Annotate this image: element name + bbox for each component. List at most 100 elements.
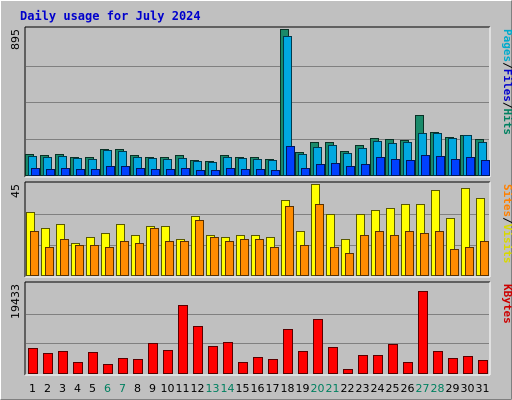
bar-pages-day-10	[166, 169, 175, 176]
bar-sites-day-19	[300, 245, 309, 276]
bar-pages-day-4	[76, 169, 85, 176]
x-tick-label: 19	[296, 382, 310, 395]
bar-sites-day-1	[30, 231, 39, 276]
x-tick-label: 29	[446, 382, 460, 395]
x-tick-label: 25	[386, 382, 400, 395]
bar-pages-day-28	[436, 156, 445, 176]
bar-sites-day-14	[225, 241, 234, 276]
bar-kbytes-day-17	[268, 359, 278, 374]
bar-pages-day-12	[196, 170, 205, 176]
legend-entry: /	[501, 62, 512, 69]
bar-pages-day-11	[181, 168, 190, 176]
x-tick-label: 7	[119, 382, 126, 395]
bar-sites-day-23	[360, 235, 369, 276]
bar-kbytes-day-8	[133, 359, 143, 374]
x-tick-label: 2	[44, 382, 51, 395]
bar-sites-day-18	[285, 206, 294, 276]
legend-entry: KBytes	[501, 284, 512, 324]
bar-sites-day-15	[240, 239, 249, 276]
x-tick-label: 5	[89, 382, 96, 395]
bar-pages-day-2	[46, 169, 55, 176]
x-tick-label: 12	[191, 382, 205, 395]
legend-entry: /	[501, 217, 512, 224]
bar-sites-day-28	[435, 231, 444, 276]
bar-sites-day-30	[465, 247, 474, 276]
x-tick-label: 1	[29, 382, 36, 395]
bar-pages-day-30	[466, 157, 475, 176]
bar-pages-day-6	[106, 166, 115, 176]
bar-kbytes-day-10	[163, 350, 173, 374]
series-kbytes	[28, 291, 488, 374]
bar-kbytes-day-14	[223, 342, 233, 374]
bar-sites-day-2	[45, 247, 54, 276]
legend-entry: Files	[501, 69, 512, 102]
bar-pages-day-24	[376, 157, 385, 176]
bar-kbytes-day-24	[373, 355, 383, 374]
bar-pages-day-22	[346, 166, 355, 176]
x-tick-label: 31	[476, 382, 490, 395]
bar-pages-day-23	[361, 164, 370, 176]
bar-sites-day-21	[330, 247, 339, 276]
bar-kbytes-day-27	[418, 291, 428, 374]
legend-entry: Pages	[501, 29, 512, 62]
bar-kbytes-day-11	[178, 305, 188, 374]
x-tick-label: 6	[104, 382, 111, 395]
series-legend: Sites/Visits	[501, 184, 512, 264]
bar-pages-day-29	[451, 159, 460, 176]
bar-kbytes-day-2	[43, 353, 53, 374]
bar-sites-day-20	[315, 204, 324, 276]
bar-kbytes-day-18	[283, 329, 293, 374]
bar-kbytes-day-12	[193, 326, 203, 374]
x-tick-label: 27	[416, 382, 430, 395]
x-tick-label: 17	[266, 382, 280, 395]
x-tick-label: 11	[176, 382, 190, 395]
x-tick-label: 22	[341, 382, 355, 395]
bar-sites-day-25	[390, 235, 399, 276]
bar-sites-day-5	[90, 245, 99, 276]
bar-sites-day-31	[480, 241, 489, 276]
bar-kbytes-day-4	[73, 362, 83, 374]
x-tick-label: 30	[461, 382, 475, 395]
bar-sites-day-16	[255, 239, 264, 276]
bar-kbytes-day-30	[463, 356, 473, 374]
bar-kbytes-day-26	[403, 362, 413, 374]
bar-sites-day-29	[450, 249, 459, 276]
bar-sites-day-6	[105, 247, 114, 276]
bar-kbytes-day-15	[238, 362, 248, 374]
bar-sites-day-27	[420, 233, 429, 276]
bar-sites-day-17	[270, 247, 279, 276]
bar-pages-day-14	[226, 168, 235, 176]
bar-pages-day-9	[151, 169, 160, 176]
bar-kbytes-day-13	[208, 346, 218, 374]
bar-sites-day-10	[165, 241, 174, 276]
x-tick-label: 10	[161, 382, 175, 395]
ymax-label: 45	[9, 184, 22, 198]
x-tick-label: 18	[281, 382, 295, 395]
x-tick-label: 23	[356, 382, 370, 395]
bar-pages-day-15	[241, 169, 250, 176]
bar-sites-day-8	[135, 243, 144, 276]
bar-kbytes-day-9	[148, 343, 158, 374]
bar-pages-day-18	[286, 146, 295, 176]
bar-pages-day-7	[121, 166, 130, 176]
bar-pages-day-5	[91, 169, 100, 176]
legend-entry: /	[501, 102, 512, 109]
bar-pages-day-21	[331, 163, 340, 176]
panel-kbytes: 19433 KBytes	[9, 281, 512, 376]
bar-kbytes-day-21	[328, 347, 338, 374]
x-tick-label: 26	[401, 382, 415, 395]
bar-pages-day-8	[136, 168, 145, 176]
bar-sites-day-11	[180, 241, 189, 276]
bar-kbytes-day-3	[58, 351, 68, 374]
x-tick-label: 9	[149, 382, 156, 395]
x-tick-label: 16	[251, 382, 265, 395]
bar-kbytes-day-31	[478, 360, 488, 374]
bar-sites-day-26	[405, 231, 414, 276]
bar-pages-day-27	[421, 155, 430, 176]
bar-kbytes-day-28	[433, 351, 443, 374]
bar-sites-day-7	[120, 241, 129, 276]
bar-kbytes-day-23	[358, 355, 368, 374]
series-legend: Pages/Files/Hits	[501, 29, 512, 135]
bar-pages-day-1	[31, 168, 40, 176]
